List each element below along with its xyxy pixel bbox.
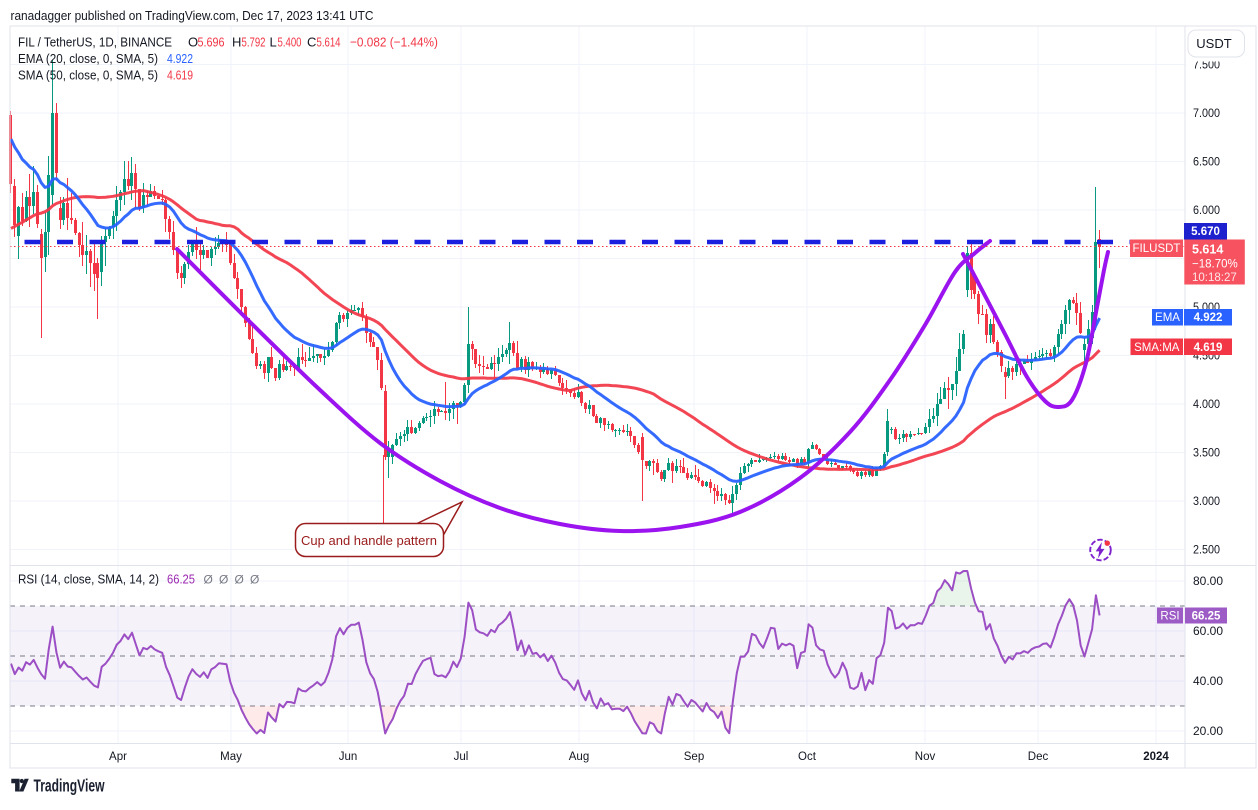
svg-text:Ø: Ø [219,573,228,587]
svg-text:5.400: 5.400 [278,35,302,50]
svg-text:60.00: 60.00 [1193,626,1223,638]
svg-text:40.00: 40.00 [1193,676,1223,688]
svg-text:Apr: Apr [109,751,127,763]
svg-text:Ø: Ø [204,573,213,587]
svg-text:4.922: 4.922 [167,51,193,66]
svg-text:Sep: Sep [684,751,704,763]
svg-text:4.922: 4.922 [1194,312,1223,324]
svg-text:TradingView: TradingView [34,776,105,796]
svg-text:EMA (20, close, 0, SMA, 5): EMA (20, close, 0, SMA, 5) [18,51,158,66]
svg-text:Cup and handle pattern: Cup and handle pattern [301,533,437,548]
svg-text:Jun: Jun [339,751,358,763]
svg-text:80.00: 80.00 [1193,576,1223,588]
svg-text:USDT: USDT [1196,36,1231,51]
svg-text:−0.082 (−1.44%): −0.082 (−1.44%) [350,35,438,50]
svg-text:C: C [307,35,316,50]
svg-text:Jul: Jul [454,751,469,763]
svg-text:3.500: 3.500 [1193,448,1220,460]
svg-text:SMA:MA: SMA:MA [1134,342,1180,354]
svg-text:RSI (14, close, SMA, 14, 2): RSI (14, close, SMA, 14, 2) [18,572,159,587]
svg-text:May: May [220,751,242,763]
svg-text:10:18:27: 10:18:27 [1192,272,1237,284]
svg-text:−18.70%: −18.70% [1192,259,1238,271]
svg-text:5.696: 5.696 [198,35,225,50]
svg-text:Dec: Dec [1028,751,1049,763]
svg-text:FILUSDT: FILUSDT [1133,243,1181,255]
svg-text:6.500: 6.500 [1193,157,1220,169]
svg-text:Nov: Nov [915,751,936,763]
svg-text:Oct: Oct [798,751,817,763]
svg-text:3.000: 3.000 [1193,496,1220,508]
svg-text:H: H [232,35,241,50]
svg-text:2.500: 2.500 [1193,545,1220,557]
svg-text:2024: 2024 [1143,751,1169,763]
svg-text:20.00: 20.00 [1193,726,1223,738]
svg-text:ranadagger published on Tradin: ranadagger published on TradingView.com,… [11,8,374,23]
svg-text:RSI: RSI [1160,611,1179,623]
svg-text:SMA (50, close, 0, SMA, 5): SMA (50, close, 0, SMA, 5) [18,68,158,83]
svg-text:66.25: 66.25 [167,572,195,587]
svg-text:Aug: Aug [569,751,589,763]
svg-text:Ø: Ø [235,573,244,587]
svg-text:4.000: 4.000 [1193,399,1220,411]
svg-text:6.000: 6.000 [1193,205,1220,217]
svg-text:5.792: 5.792 [242,35,266,50]
svg-text:5.614: 5.614 [1192,243,1223,257]
svg-text:4.619: 4.619 [167,68,193,83]
svg-text:FIL / TetherUS, 1D, BINANCE: FIL / TetherUS, 1D, BINANCE [18,35,172,50]
svg-text:4.619: 4.619 [1194,342,1223,354]
svg-text:EMA: EMA [1155,312,1180,324]
svg-text:7.000: 7.000 [1193,108,1220,120]
svg-text:5.614: 5.614 [317,35,341,50]
svg-text:O: O [188,35,198,50]
svg-text:L: L [270,35,277,50]
svg-text:5.670: 5.670 [1191,226,1220,238]
svg-text:7.500: 7.500 [1193,60,1220,72]
svg-text:Ø: Ø [250,573,259,587]
svg-text:66.25: 66.25 [1192,611,1221,623]
